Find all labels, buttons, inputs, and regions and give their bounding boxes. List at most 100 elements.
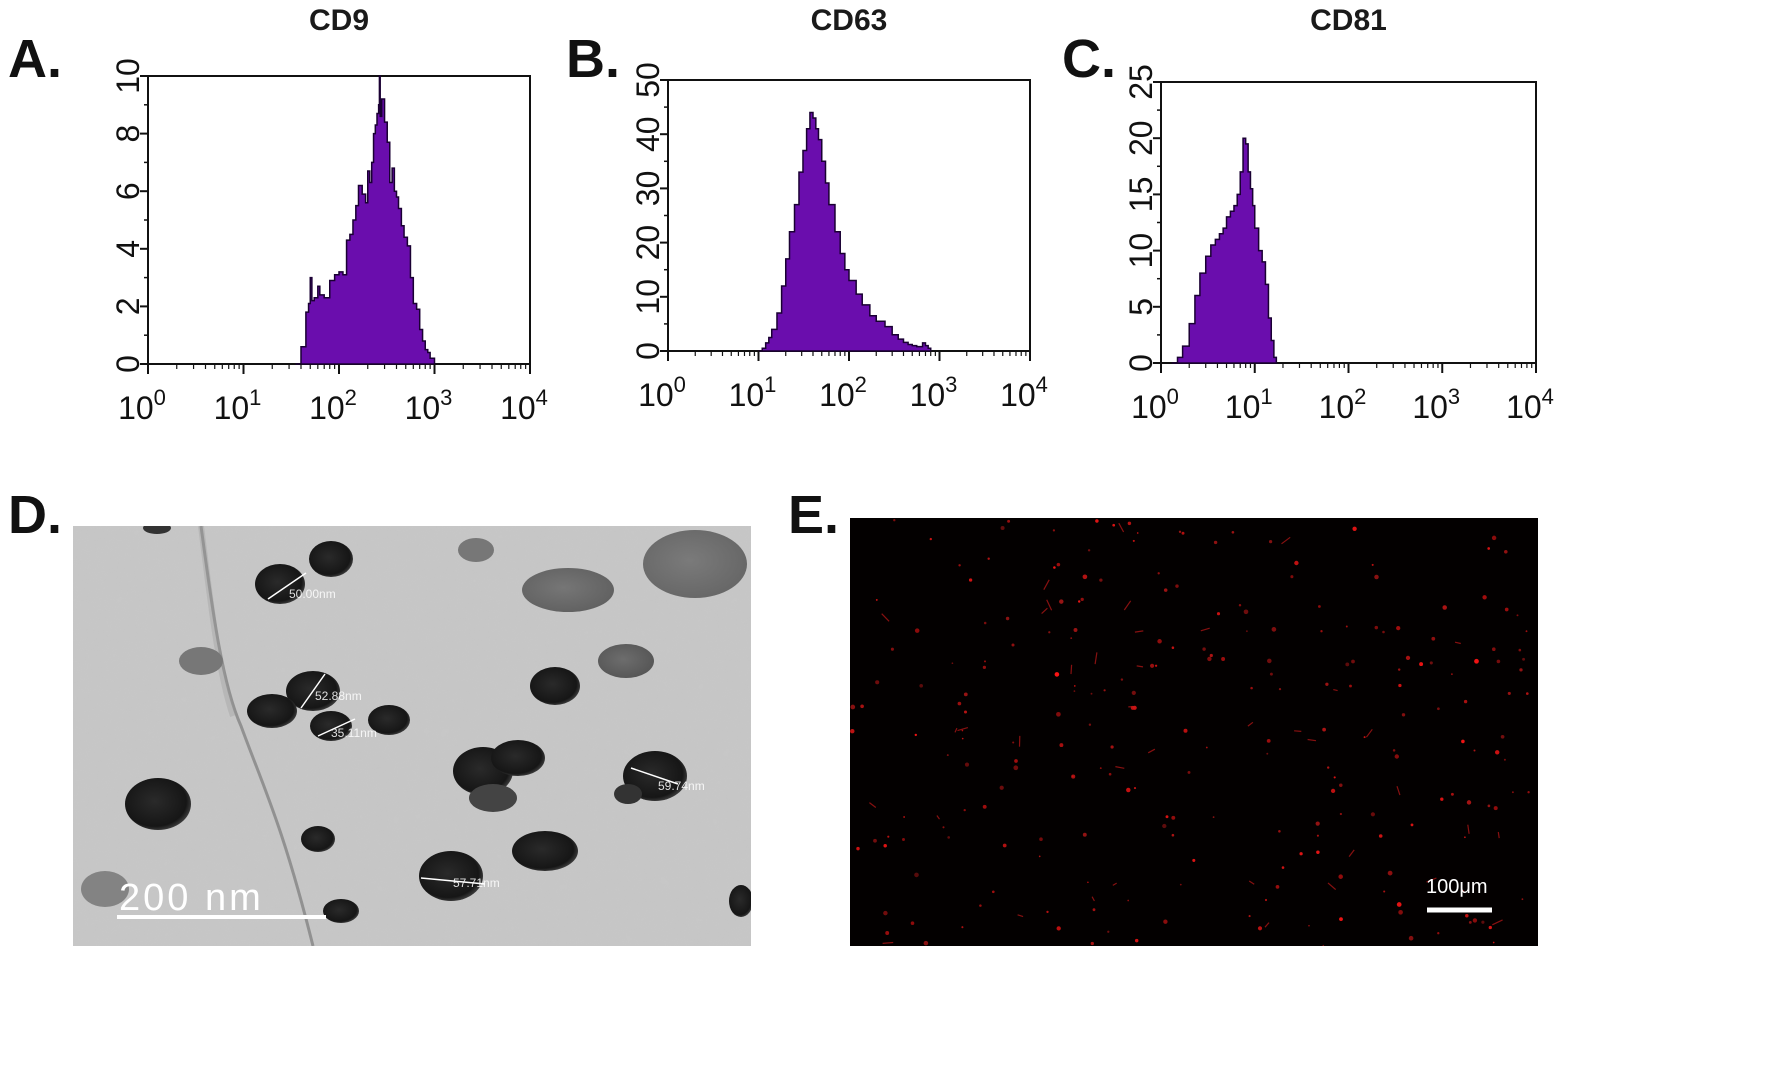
fluorescent-spot (1039, 837, 1043, 841)
fluorescent-spot (961, 926, 964, 929)
fluorescent-spot (1405, 655, 1411, 661)
fluorescent-spot (1351, 659, 1355, 664)
fluorescent-spot (1092, 908, 1096, 912)
fluorescent-streak (1396, 786, 1401, 796)
fluorescent-spot (1493, 806, 1498, 811)
fluorescent-spot (1154, 664, 1158, 667)
fluorescent-spot (1374, 574, 1379, 580)
fluorescent-spot (1099, 767, 1102, 770)
fluorescent-spot (1398, 909, 1403, 915)
fluorescent-spot (1005, 616, 1010, 621)
cd63-y-tick-label: 0 (630, 342, 666, 360)
fluorescent-spot (1059, 599, 1064, 604)
fluorescent-spot (1205, 746, 1208, 749)
fluorescent-streak (1147, 748, 1156, 754)
fluorescent-streak (1046, 599, 1053, 611)
fluorescent-spot (1465, 913, 1469, 918)
cd9-x-tick-label: 100 (118, 385, 166, 426)
fluorescent-spot (1014, 759, 1018, 763)
fluorescent-streak (1041, 607, 1048, 615)
fluorescent-spot (1202, 647, 1206, 651)
fluorescent-spot (1370, 812, 1375, 817)
fluorescent-spot (1216, 612, 1221, 616)
cd81-y-tick-label: 0 (1123, 354, 1159, 372)
cd81-histogram-area (1171, 137, 1278, 364)
fluorescent-spot (919, 683, 924, 688)
fluorescent-spot (1134, 938, 1139, 943)
fluorescent-spot (1500, 734, 1505, 739)
fluorescent-streak (1136, 665, 1144, 668)
fluorescent-spot (1157, 572, 1160, 575)
cd81-y-tick-label: 25 (1123, 64, 1159, 100)
cd63-y-tick-label: 20 (630, 225, 666, 261)
fluorescent-spot (1318, 605, 1321, 608)
fluorescent-spot (923, 940, 929, 946)
fluorescent-spot (1181, 531, 1185, 535)
fluorescent-spot (1410, 823, 1414, 827)
fluorescent-spot (1209, 653, 1213, 658)
fluorescent-streak (936, 815, 940, 820)
fluorescent-streak (1264, 922, 1270, 928)
fluorescent-streak (1467, 824, 1470, 834)
cd63-y-tick-label: 30 (630, 171, 666, 207)
fluorescent-spot (1378, 834, 1383, 838)
fluorescent-spot (1516, 614, 1519, 617)
fluorescent-spot (893, 519, 896, 522)
fluorescent-spot (1325, 682, 1329, 686)
fluorescent-spot (1187, 770, 1191, 774)
fluorescent-spot (1266, 752, 1269, 755)
fluorescent-spot (860, 704, 864, 709)
fluorescent-spot (1487, 547, 1491, 550)
fluorescence-field: 100μm (850, 518, 1538, 946)
fluorescent-spot (1073, 628, 1078, 632)
fluorescent-spot (1322, 727, 1326, 732)
fluorescent-streak (1307, 738, 1317, 742)
tem-measurement-5: 57.71nm (453, 876, 500, 890)
fluorescent-spot (1012, 741, 1015, 744)
fluorescent-spot (1213, 540, 1218, 545)
fluorescent-spot (946, 754, 949, 757)
fluorescent-streak (1294, 730, 1302, 732)
fluorescent-spot (1308, 924, 1310, 927)
fluorescent-spot (1463, 699, 1468, 704)
fluorescent-spot (1171, 646, 1175, 649)
fluorescent-spot (963, 710, 968, 714)
cd63-y-tick-label: 50 (630, 62, 666, 98)
fluorescent-spot (1281, 866, 1285, 869)
fluorescent-spot (1150, 663, 1155, 668)
fluorescent-spot (1363, 736, 1366, 739)
fluorescent-spot (1038, 855, 1041, 858)
fluorescent-spot (1519, 668, 1523, 672)
fluorescent-spot (1175, 584, 1179, 588)
fluorescent-spot (1056, 926, 1061, 931)
fluorescent-spot (982, 665, 987, 670)
tem-scale-label: 200 nm (119, 877, 264, 919)
cd9-y-tick-label: 4 (110, 240, 146, 258)
fluorescent-streak (881, 613, 890, 622)
cd81-x-tick-label: 104 (1506, 384, 1554, 425)
fluorescent-spot (1266, 738, 1271, 743)
fluorescent-streak (1333, 689, 1338, 692)
fluorescent-spot (1429, 661, 1433, 665)
fluorescent-spot (1088, 723, 1092, 726)
fluorescent-spot (1087, 881, 1089, 884)
fluorescent-spot (1165, 815, 1169, 819)
fluorescent-spot (1472, 918, 1478, 923)
fluorescent-spot (1090, 692, 1093, 695)
fluorescent-spot (1496, 659, 1501, 664)
fluorescent-spot (1133, 787, 1137, 790)
fluorescent-spot (1264, 898, 1268, 902)
fluorescent-spot (1179, 883, 1182, 886)
cd63-histogram-area (758, 111, 932, 352)
cd63-x-tick-label: 100 (638, 372, 686, 413)
fluorescent-spot (1491, 535, 1497, 541)
fluorescent-spot (1481, 920, 1485, 924)
fluorescent-spot (1112, 523, 1116, 527)
fluorescent-spot (1474, 658, 1479, 664)
cd63-title: CD63 (811, 4, 888, 37)
fluorescent-spot (982, 804, 987, 809)
fluorescent-spot (1278, 830, 1281, 833)
fluorescent-spot (1127, 521, 1132, 526)
fluorescent-spot (1052, 529, 1056, 532)
cd63-x-tick-label: 103 (910, 372, 958, 413)
